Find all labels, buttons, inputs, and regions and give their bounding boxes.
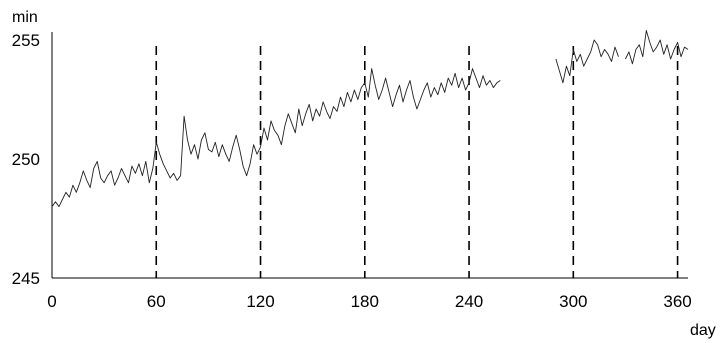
x-tick-labels: 0 60 120 180 240 300 360 [47,292,691,311]
y-axis-title: min [12,9,38,26]
period-divider-lines [155,46,679,278]
x-tick-label: 360 [663,292,691,311]
series-line-segment-1 [51,68,501,208]
series-line-segment-3 [624,30,689,65]
x-axis-title: day [690,322,716,339]
series-line-group [51,30,689,208]
x-tick-label: 0 [47,292,56,311]
x-tick-label: 240 [455,292,483,311]
x-tick-label: 300 [559,292,587,311]
x-tick-label: 120 [246,292,274,311]
y-tick-label: 255 [12,31,40,50]
x-tick-label: 60 [147,292,166,311]
y-tick-label: 245 [12,269,40,288]
x-tick-label: 180 [351,292,379,311]
y-tick-label: 250 [12,150,40,169]
series-line-segment-2 [555,39,619,84]
y-tick-labels: 245 250 255 [12,31,40,288]
